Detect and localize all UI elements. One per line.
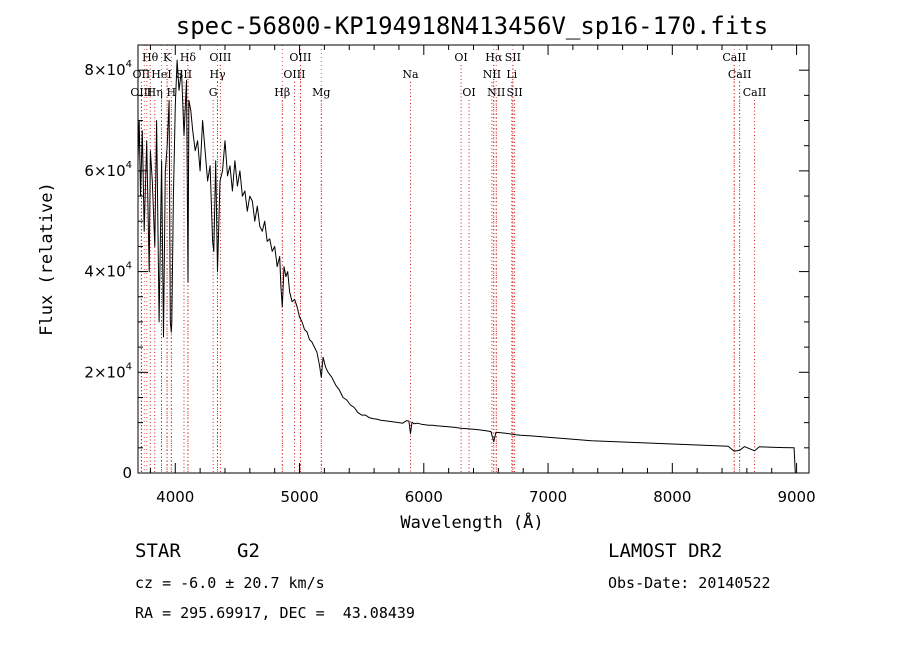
x-tick-label: 5000 — [280, 488, 318, 506]
marker-label: OII — [132, 68, 150, 81]
marker-label: H — [167, 86, 177, 99]
marker-label: G — [209, 86, 218, 99]
marker-label: CaII — [743, 86, 767, 99]
marker-label: NII — [483, 68, 501, 81]
x-tick-label: 8000 — [653, 488, 691, 506]
spectral-subclass: G2 — [237, 540, 260, 562]
marker-label: OIII — [283, 68, 305, 81]
y-tick-label: 0 — [122, 464, 132, 482]
marker-label: Na — [402, 68, 419, 81]
marker-label: Hδ — [180, 51, 197, 64]
marker-label: CaII — [722, 51, 746, 64]
marker-label: Mg — [312, 86, 330, 99]
marker-label: OIII — [130, 86, 152, 99]
marker-label: NII — [487, 86, 505, 99]
y-tick-label: 6×104 — [84, 160, 132, 180]
spectrum-chart: spec-56800-KP194918N413456V_sp16-170.fit… — [37, 12, 816, 533]
x-tick-label: 4000 — [156, 488, 194, 506]
marker-label: HeI — [151, 68, 171, 81]
marker-label: Hα — [485, 51, 503, 64]
redshift-cz: cz = -6.0 ± 20.7 km/s — [135, 574, 325, 592]
spectrum-series — [137, 59, 796, 474]
coordinates: RA = 295.69917, DEC = 43.08439 — [135, 604, 415, 622]
x-tick-label: 6000 — [405, 488, 443, 506]
plot-frame — [137, 44, 810, 474]
marker-label: Hθ — [142, 51, 159, 64]
marker-label: Hγ — [209, 68, 226, 81]
y-axis-label: Flux (relative) — [37, 182, 57, 336]
y-tick-label: 4×104 — [84, 261, 132, 281]
marker-label: K — [163, 51, 172, 64]
marker-label: SII — [507, 86, 523, 99]
survey-name: LAMOST DR2 — [608, 540, 723, 562]
marker-label: SII — [176, 68, 192, 81]
spectrum-line — [137, 59, 796, 474]
y-tick-label: 8×104 — [84, 59, 132, 79]
marker-label: Hβ — [274, 86, 290, 99]
obs-date: Obs-Date: 20140522 — [608, 574, 771, 592]
marker-label: OI — [454, 51, 467, 64]
marker-label: OI — [462, 86, 475, 99]
x-axis-label: Wavelength (Å) — [400, 511, 543, 533]
marker-label: Li — [506, 68, 517, 81]
marker-label: Hη — [147, 86, 163, 99]
marker-label: OIII — [209, 51, 231, 64]
marker-label: CaII — [728, 68, 752, 81]
x-tick-label: 7000 — [529, 488, 567, 506]
marker-label: OIII — [289, 51, 311, 64]
object-type: STAR — [135, 540, 181, 562]
y-axis: 0 2×104 4×104 6×104 8×104 — [84, 44, 809, 482]
x-axis: 4000 5000 6000 7000 8000 9000 — [149, 45, 816, 506]
marker-label: SII — [505, 51, 521, 64]
x-tick-label: 9000 — [777, 488, 815, 506]
y-tick-label: 2×104 — [84, 361, 132, 381]
chart-title: spec-56800-KP194918N413456V_sp16-170.fit… — [176, 12, 768, 40]
